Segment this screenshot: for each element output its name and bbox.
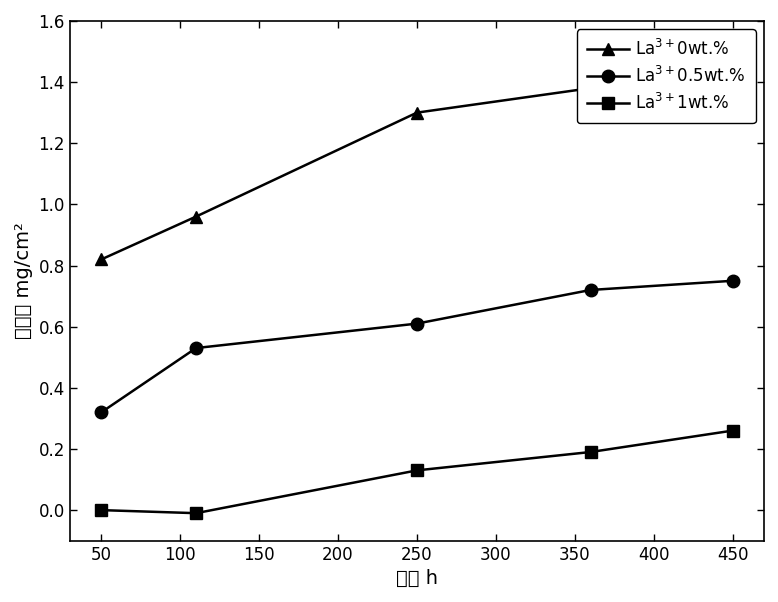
La$^{3+}$1wt.% bbox=[96, 506, 106, 514]
Line: La$^{3+}$0wt.%: La$^{3+}$0wt.% bbox=[95, 57, 739, 265]
Line: La$^{3+}$1wt.%: La$^{3+}$1wt.% bbox=[96, 425, 738, 519]
X-axis label: 时间 h: 时间 h bbox=[396, 569, 438, 588]
La$^{3+}$0.5wt.% bbox=[728, 277, 738, 284]
Y-axis label: 腐蚌率 mg/cm²: 腐蚌率 mg/cm² bbox=[14, 222, 33, 340]
Line: La$^{3+}$0.5wt.%: La$^{3+}$0.5wt.% bbox=[95, 275, 739, 418]
La$^{3+}$0.5wt.% bbox=[191, 344, 201, 352]
La$^{3+}$0.5wt.% bbox=[412, 320, 422, 327]
La$^{3+}$0.5wt.% bbox=[586, 287, 595, 294]
La$^{3+}$0wt.% bbox=[728, 60, 738, 67]
Legend: La$^{3+}$0wt.%, La$^{3+}$0.5wt.%, La$^{3+}$1wt.%: La$^{3+}$0wt.%, La$^{3+}$0.5wt.%, La$^{3… bbox=[577, 29, 755, 123]
La$^{3+}$1wt.% bbox=[412, 467, 422, 474]
La$^{3+}$0wt.% bbox=[96, 256, 106, 263]
La$^{3+}$1wt.% bbox=[191, 509, 201, 517]
La$^{3+}$0wt.% bbox=[412, 109, 422, 116]
La$^{3+}$0wt.% bbox=[586, 84, 595, 92]
La$^{3+}$0wt.% bbox=[191, 213, 201, 220]
La$^{3+}$1wt.% bbox=[586, 448, 595, 456]
La$^{3+}$0.5wt.% bbox=[96, 409, 106, 416]
La$^{3+}$1wt.% bbox=[728, 427, 738, 434]
